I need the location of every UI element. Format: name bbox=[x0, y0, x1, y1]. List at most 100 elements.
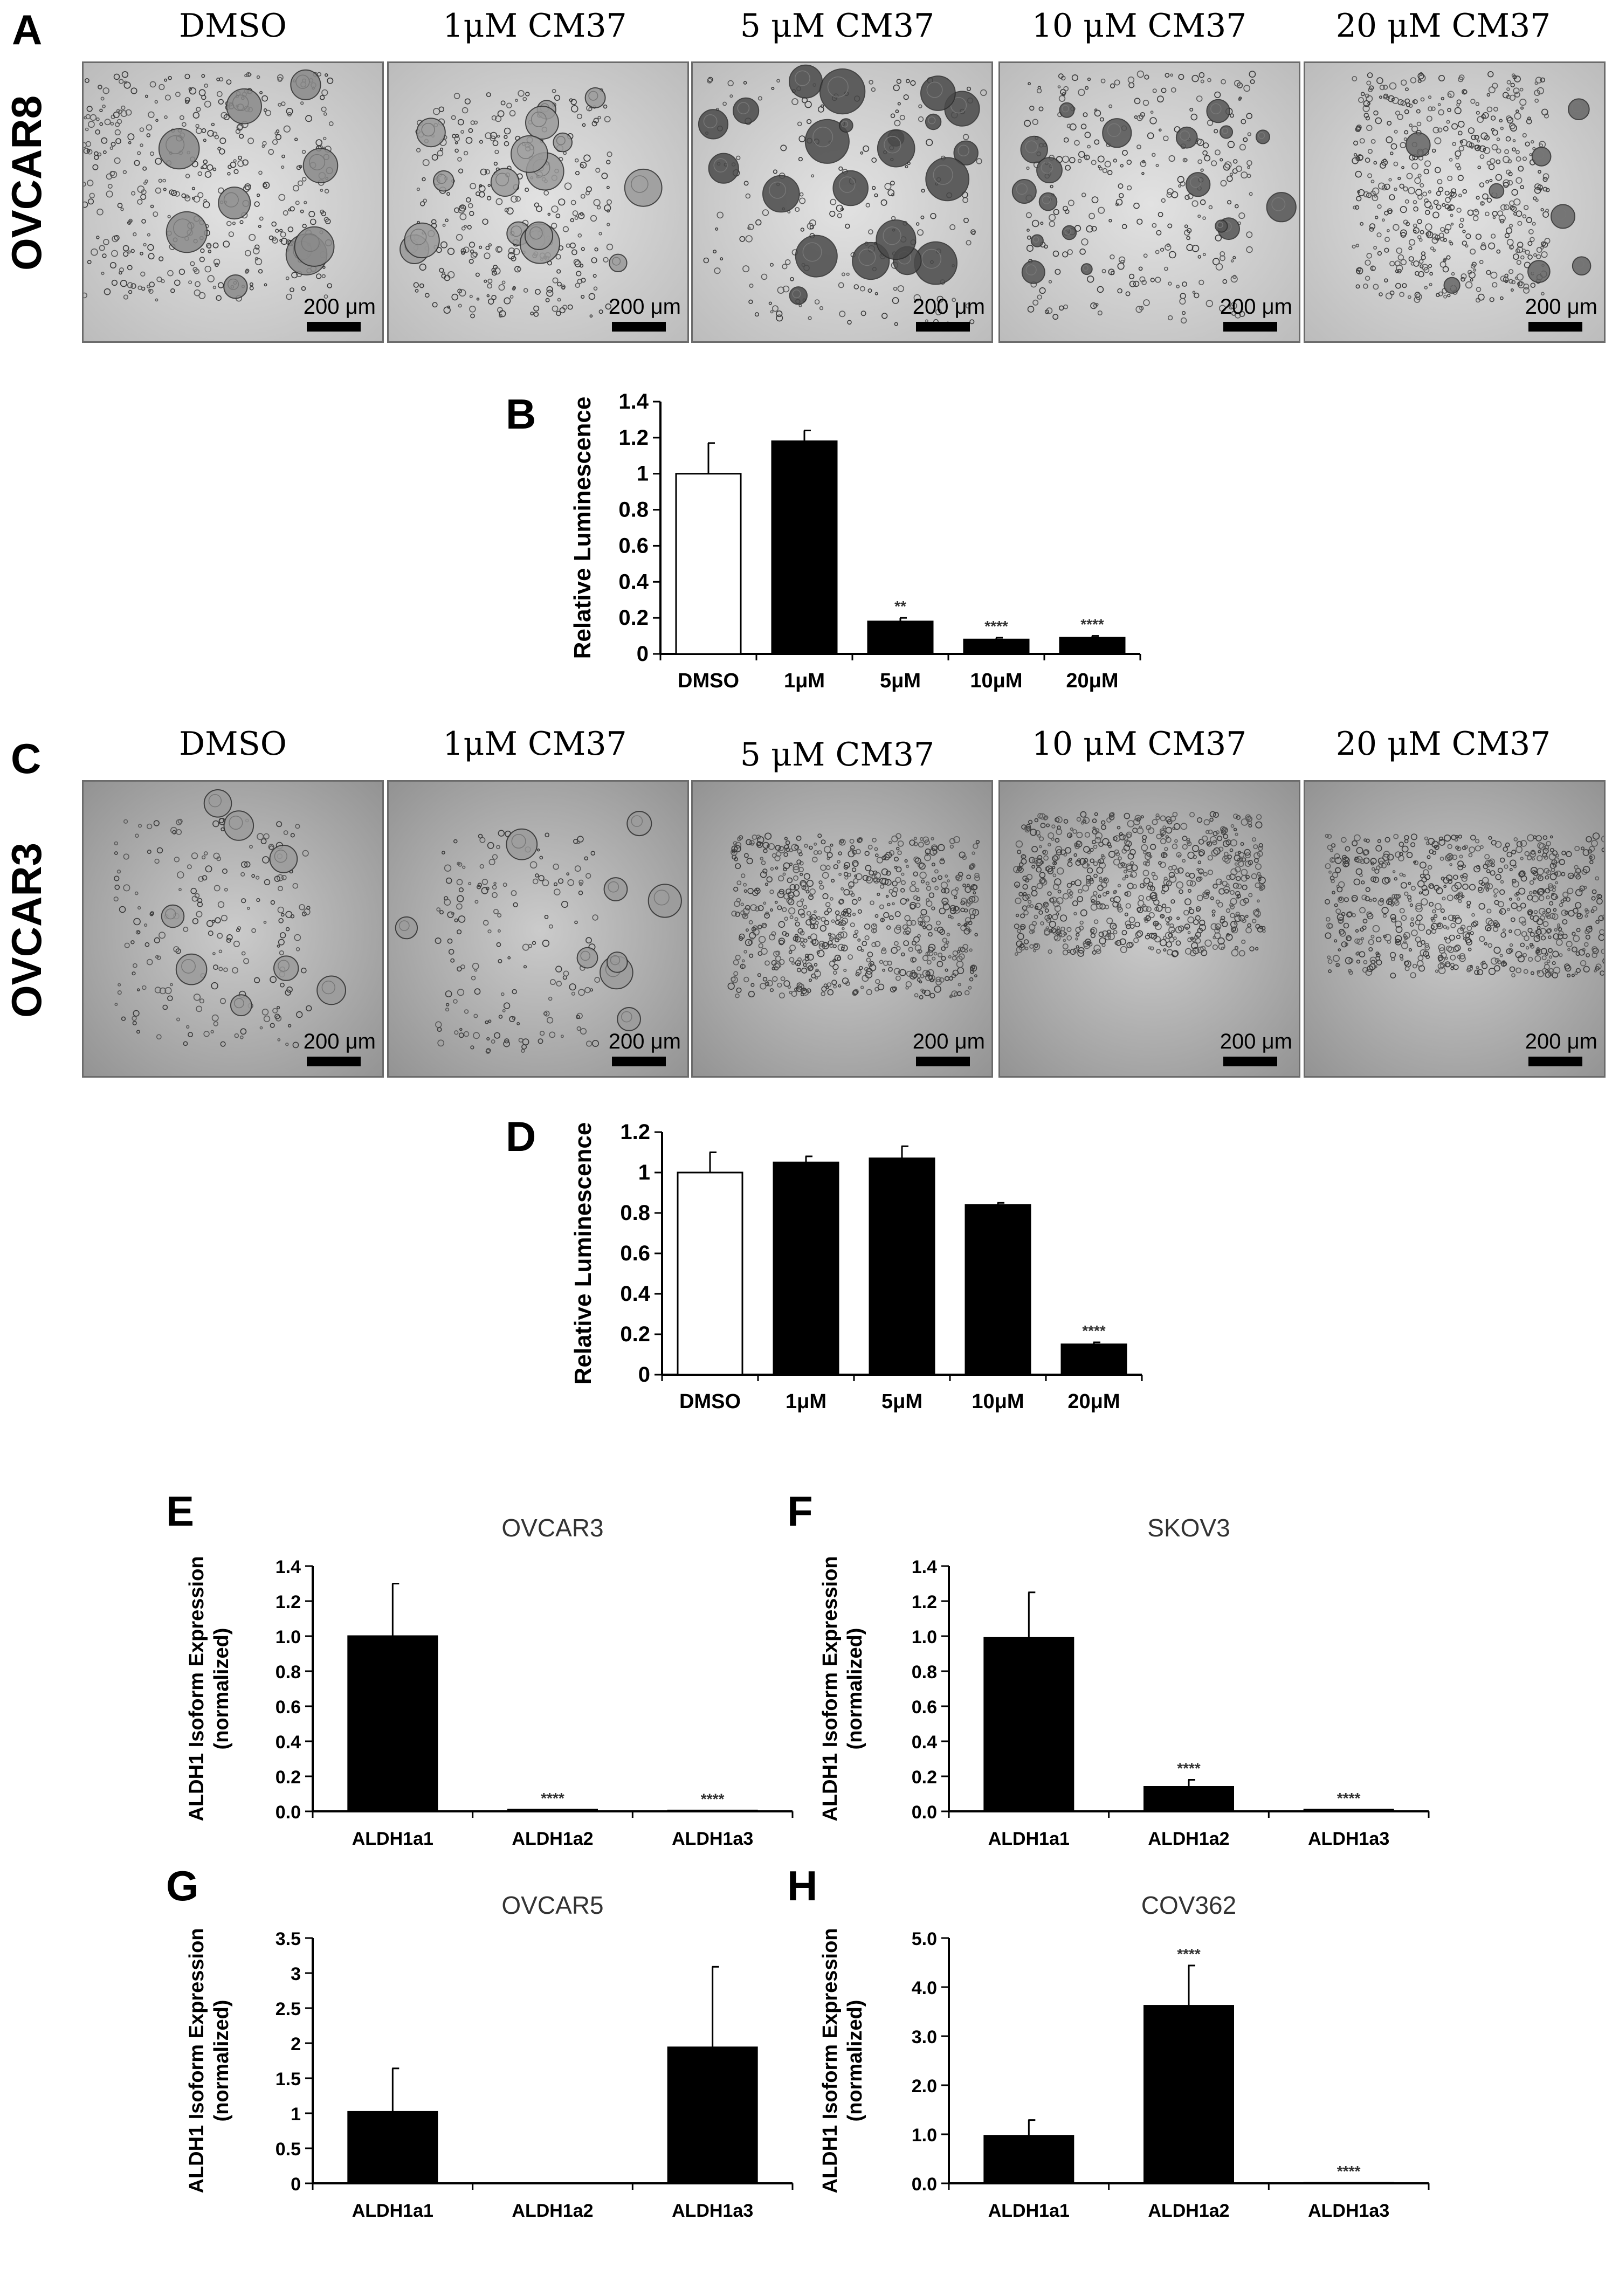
y-tick-label: 0.5 bbox=[275, 2139, 301, 2160]
bar bbox=[667, 2046, 758, 2184]
x-tick-label: ALDH1a3 bbox=[672, 2201, 753, 2221]
significance-marker: **** bbox=[984, 618, 1008, 635]
micrograph-tile: 200 μm bbox=[387, 61, 689, 343]
x-tick-label: ALDH1a3 bbox=[672, 1829, 753, 1849]
bar bbox=[867, 620, 934, 655]
significance-marker: **** bbox=[1337, 1790, 1361, 1807]
scale-bar bbox=[916, 1057, 970, 1066]
y-tick-label: 1.0 bbox=[275, 1627, 301, 1647]
scale-bar-label: 200 μm bbox=[1220, 1030, 1292, 1053]
x-tick-label: DMSO bbox=[678, 670, 739, 692]
bar bbox=[773, 1161, 839, 1376]
y-axis-label: Relative Luminescence bbox=[569, 397, 596, 659]
condition-label: 10 μM CM37 bbox=[1031, 725, 1247, 763]
y-axis-label: ALDH1 Isoform Expression bbox=[185, 1928, 208, 2194]
chart-title: SKOV3 bbox=[1147, 1514, 1230, 1542]
panel-letter: E bbox=[166, 1487, 194, 1535]
y-tick-label: 1.2 bbox=[912, 1592, 937, 1612]
significance-marker: **** bbox=[1080, 616, 1104, 633]
bar bbox=[983, 2135, 1074, 2184]
significance-marker: **** bbox=[1082, 1322, 1106, 1339]
x-tick-label: ALDH1a1 bbox=[352, 1829, 433, 1849]
x-tick-label: 5μM bbox=[881, 1390, 922, 1413]
significance-marker: ** bbox=[894, 598, 906, 615]
micrograph-tile: 200 μm bbox=[691, 780, 993, 1078]
y-tick-label: 0 bbox=[638, 1363, 650, 1387]
y-axis-label: (normalized) bbox=[210, 2000, 233, 2122]
bar bbox=[1303, 1809, 1394, 1812]
bar bbox=[1060, 1343, 1127, 1376]
chart-title: OVCAR3 bbox=[501, 1514, 603, 1542]
y-tick-label: 3 bbox=[291, 1964, 301, 1984]
y-axis-label: (normalized) bbox=[844, 1628, 866, 1750]
y-tick-label: 0.2 bbox=[620, 1322, 650, 1346]
x-tick-label: 10μM bbox=[970, 670, 1022, 692]
scale-bar-label: 200 μm bbox=[608, 1030, 681, 1053]
bar bbox=[965, 1204, 1031, 1376]
bar bbox=[675, 473, 742, 655]
y-tick-label: 2.0 bbox=[912, 2076, 937, 2097]
y-tick-label: 0.4 bbox=[620, 1282, 650, 1306]
scale-bar bbox=[612, 1057, 666, 1066]
condition-label: 5 μM CM37 bbox=[740, 7, 935, 45]
y-tick-label: 1.0 bbox=[912, 1627, 937, 1647]
y-tick-label: 0.8 bbox=[620, 1201, 650, 1225]
y-axis-label: ALDH1 Isoform Expression bbox=[185, 1556, 208, 1822]
y-tick-label: 0 bbox=[637, 642, 649, 666]
y-tick-label: 1 bbox=[637, 462, 649, 486]
y-tick-label: 3.0 bbox=[912, 2027, 937, 2047]
bar bbox=[983, 1637, 1074, 1812]
x-tick-label: ALDH1a2 bbox=[1148, 1829, 1229, 1849]
micrograph-tile: 200 μm bbox=[1304, 780, 1606, 1078]
panel-letter-a: A bbox=[12, 6, 43, 53]
x-tick-label: ALDH1a1 bbox=[988, 1829, 1070, 1849]
y-tick-label: 0.4 bbox=[912, 1732, 937, 1753]
scale-bar-label: 200 μm bbox=[608, 295, 681, 319]
bar bbox=[347, 1635, 438, 1812]
bar bbox=[869, 1157, 935, 1376]
y-tick-label: 2 bbox=[291, 2034, 301, 2054]
y-tick-label: 1.4 bbox=[912, 1557, 937, 1577]
x-tick-label: ALDH1a2 bbox=[512, 1829, 593, 1849]
micrograph-tile: 200 μm bbox=[998, 61, 1300, 343]
x-tick-label: ALDH1a2 bbox=[1148, 2201, 1229, 2221]
x-tick-label: ALDH1a3 bbox=[1308, 1829, 1389, 1849]
scale-bar bbox=[1223, 1057, 1277, 1066]
bar bbox=[963, 638, 1030, 655]
micrograph-tile: 200 μm bbox=[82, 61, 384, 343]
significance-marker: **** bbox=[1177, 1946, 1201, 1962]
scale-bar-label: 200 μm bbox=[1525, 295, 1597, 319]
y-tick-label: 1.4 bbox=[618, 390, 649, 413]
condition-label: 1μM CM37 bbox=[443, 725, 627, 763]
y-tick-label: 0.2 bbox=[618, 606, 649, 630]
x-tick-label: 10μM bbox=[972, 1390, 1024, 1413]
x-tick-label: 1μM bbox=[786, 1390, 826, 1413]
x-tick-label: ALDH1a2 bbox=[512, 2201, 593, 2221]
y-tick-label: 0.6 bbox=[618, 534, 649, 557]
y-tick-label: 1.4 bbox=[275, 1557, 301, 1577]
condition-label: 20 μM CM37 bbox=[1335, 725, 1551, 763]
y-tick-label: 1 bbox=[638, 1161, 650, 1184]
x-tick-label: ALDH1a3 bbox=[1308, 2201, 1389, 2221]
x-tick-label: ALDH1a1 bbox=[352, 2201, 433, 2221]
y-axis-label: ALDH1 Isoform Expression bbox=[819, 1928, 842, 2194]
scale-bar-label: 200 μm bbox=[1525, 1030, 1597, 1053]
y-tick-label: 5.0 bbox=[912, 1929, 937, 1949]
y-tick-label: 1.2 bbox=[618, 426, 649, 450]
scale-bar bbox=[1528, 1057, 1582, 1066]
y-tick-label: 0.8 bbox=[275, 1662, 301, 1683]
micrograph-tile: 200 μm bbox=[82, 780, 384, 1078]
micrograph-tile: 200 μm bbox=[387, 780, 689, 1078]
y-tick-label: 2.5 bbox=[275, 1999, 301, 2019]
micrograph-tile: 200 μm bbox=[998, 780, 1300, 1078]
panel-letter: B bbox=[506, 390, 536, 438]
scale-bar-label: 200 μm bbox=[1220, 295, 1292, 319]
condition-label: 5 μM CM37 bbox=[740, 736, 935, 774]
significance-marker: **** bbox=[701, 1790, 725, 1807]
bar bbox=[667, 1809, 758, 1812]
scale-bar bbox=[1528, 322, 1582, 332]
scale-bar-label: 200 μm bbox=[912, 1030, 985, 1053]
y-tick-label: 0.2 bbox=[275, 1767, 301, 1788]
micrograph-tile: 200 μm bbox=[691, 61, 993, 343]
